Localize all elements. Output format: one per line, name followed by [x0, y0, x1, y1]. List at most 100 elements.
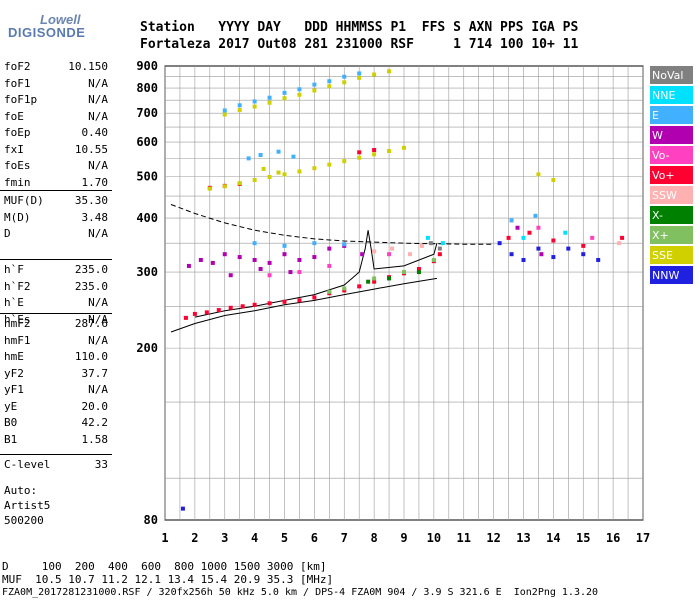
param-row: C-level 33 [0, 458, 112, 474]
data-point-sse [342, 80, 347, 85]
analysis-note: Auto: [4, 484, 38, 497]
x-tick-label: 6 [311, 531, 318, 545]
profile-trace-line [194, 230, 438, 318]
param-row: hmF2 287.6 [0, 317, 112, 333]
legend-item: Vo+ [650, 166, 693, 185]
data-point-x- [416, 270, 421, 275]
y-tick-label: 800 [136, 81, 158, 95]
data-point-sse [222, 112, 227, 117]
param-label: fmin [4, 175, 31, 189]
y-tick-label: 600 [136, 135, 158, 149]
data-point-sse [282, 96, 287, 101]
param-row: yE 20.0 [0, 400, 112, 416]
data-point-w [267, 260, 272, 265]
y-tick-label: 900 [136, 59, 158, 73]
param-value: 10.55 [74, 142, 108, 156]
data-point-w [258, 266, 263, 271]
param-value: N/A [88, 296, 108, 309]
data-point-sse [387, 149, 392, 154]
x-tick-label: 10 [427, 531, 441, 545]
data-point-vo- [620, 235, 625, 240]
data-point-e [258, 152, 263, 157]
y-tick-label: 400 [136, 211, 158, 225]
data-point-w [515, 225, 520, 230]
param-label: foEp [4, 126, 31, 139]
data-point-x- [402, 270, 406, 275]
logo-line2: DIGISONDE [8, 25, 86, 40]
param-value: N/A [88, 383, 108, 396]
legend-item: X+ [650, 226, 693, 245]
legend-item: NoVal [650, 66, 693, 85]
param-separator [0, 259, 112, 260]
data-point-w [210, 260, 215, 265]
param-row: foF1p N/A [0, 93, 112, 109]
data-point-e [252, 241, 257, 246]
data-point-vo- [297, 270, 302, 275]
data-point-w [252, 257, 257, 262]
param-value: 35.30 [74, 194, 108, 207]
param-label: foEs [4, 159, 31, 172]
param-row: foE N/A [0, 110, 112, 126]
data-point-sse [237, 107, 242, 112]
param-label: yF2 [4, 366, 24, 380]
data-point-ssw [419, 243, 424, 248]
data-point-nne [425, 235, 430, 240]
data-point-noval [428, 241, 433, 246]
param-row: h`Es N/A [0, 313, 112, 329]
data-point-sse [267, 175, 272, 180]
param-row: foEs N/A [0, 159, 112, 175]
data-point-nnw [180, 506, 185, 511]
data-point-sse [267, 100, 272, 105]
data-point-w [228, 273, 233, 278]
data-point-vo- [387, 252, 392, 257]
param-value: 0.40 [81, 126, 109, 139]
data-point-e [312, 82, 317, 87]
data-point-x- [327, 289, 332, 294]
param-value: 235.0 [74, 279, 108, 293]
footer-distance-row: D 100 200 400 600 800 1000 1500 3000 [km… [2, 560, 327, 573]
param-row: foF1 N/A [0, 77, 112, 93]
param-label: hmF2 [4, 317, 31, 330]
profile-lower-line [170, 277, 437, 333]
x-tick-label: 13 [516, 531, 530, 545]
param-value: N/A [88, 109, 108, 123]
x-tick-label: 9 [400, 531, 407, 545]
param-value: 110.0 [74, 350, 108, 363]
param-label: foE [4, 109, 24, 123]
data-point-e [267, 95, 272, 100]
data-point-vo- [581, 243, 586, 248]
data-point-sse [357, 155, 362, 160]
param-label: D [4, 227, 11, 240]
data-point-e [312, 241, 317, 246]
data-point-vo- [252, 302, 257, 307]
data-point-sse [342, 159, 347, 164]
data-point-vo- [327, 263, 332, 268]
legend-item: X- [650, 206, 693, 225]
data-point-x- [431, 257, 436, 262]
header-row1: Station YYYY DAY DDD HHMMSS P1 FFS S AXN… [140, 20, 579, 35]
muf-dashed-line [170, 204, 494, 245]
param-value: N/A [88, 312, 108, 326]
param-row: B1 1.58 [0, 433, 112, 449]
param-value: 235.0 [74, 263, 108, 276]
data-point-vo- [551, 238, 556, 243]
legend-item: SSW [650, 186, 693, 205]
data-point-sse [237, 181, 242, 186]
data-point-sse [357, 75, 362, 80]
data-point-e [297, 87, 302, 92]
analysis-note: 500200 [4, 514, 44, 527]
data-point-w [222, 252, 227, 257]
data-point-w [360, 252, 365, 257]
data-point-e [246, 156, 251, 161]
footer-muf-row: MUF 10.5 10.7 11.2 12.1 13.4 15.4 20.9 3… [2, 573, 334, 586]
param-row: hmF1 N/A [0, 334, 112, 350]
data-point-nnw [497, 241, 502, 246]
data-point-noval [437, 246, 442, 251]
data-point-vo- [297, 298, 302, 303]
data-point-vo- [527, 230, 532, 235]
param-label: M(D) [4, 210, 31, 224]
data-point-e [276, 149, 281, 154]
data-point-sse [536, 172, 541, 177]
data-point-vo- [204, 310, 209, 315]
